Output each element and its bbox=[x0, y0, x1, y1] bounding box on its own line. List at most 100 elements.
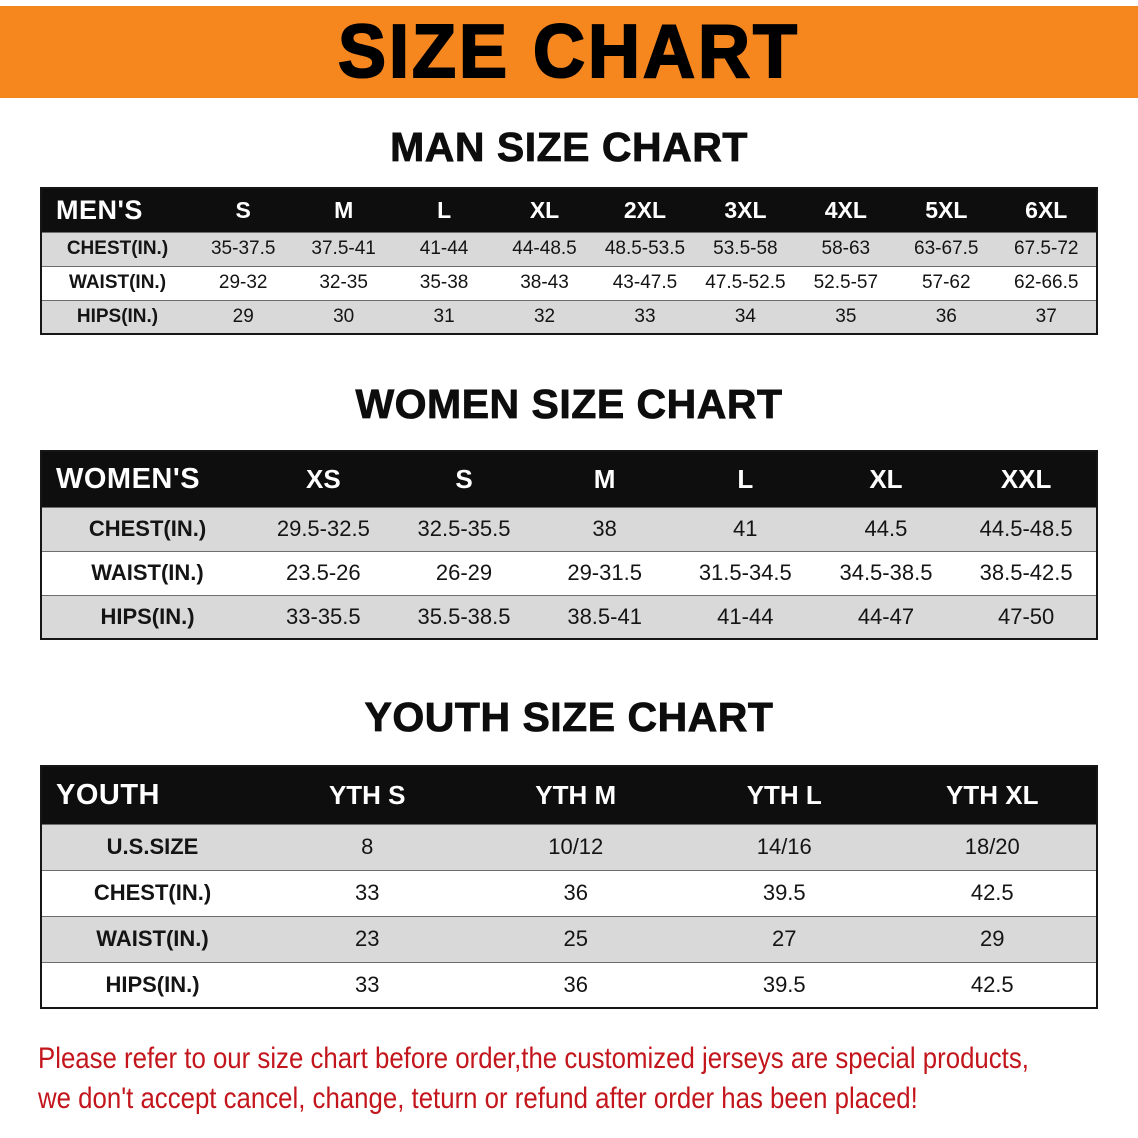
size-value-cell: 57-62 bbox=[896, 265, 997, 300]
size-header-cell: S bbox=[393, 451, 535, 507]
size-value-cell: 35 bbox=[795, 299, 897, 334]
size-header-cell: 6XL bbox=[996, 188, 1097, 232]
table-row: WAIST(IN.) 23 25 27 29 bbox=[41, 915, 1097, 962]
size-value-cell: 44-47 bbox=[815, 594, 957, 639]
size-value-cell: 38-43 bbox=[494, 265, 595, 300]
size-value-cell: 63-67.5 bbox=[896, 231, 997, 266]
size-value-cell: 39.5 bbox=[680, 869, 889, 916]
size-header-cell: XS bbox=[253, 451, 394, 507]
row-label: WAIST(IN.) bbox=[41, 265, 193, 300]
size-value-cell: 32-35 bbox=[293, 265, 394, 300]
size-value-cell: 42.5 bbox=[888, 961, 1097, 1008]
table-row: WAIST(IN.) 23.5-26 26-29 29-31.5 31.5-34.5 34… bbox=[41, 550, 1097, 595]
men-size-section: MAN SIZE CHART MEN'S S M L XL 2XL 3XL 4XL 5XL 6XL… bbox=[0, 124, 1138, 335]
size-header-cell: 2XL bbox=[594, 188, 696, 232]
table-row: HIPS(IN.) 33 36 39.5 42.5 bbox=[41, 961, 1097, 1008]
table-title-cell: MEN'S bbox=[41, 188, 193, 232]
size-value-cell: 8 bbox=[263, 823, 472, 870]
size-value-cell: 38.5-42.5 bbox=[956, 550, 1097, 595]
size-header-cell: L bbox=[393, 188, 495, 232]
size-value-cell: 47.5-52.5 bbox=[695, 265, 796, 300]
page-title: SIZE CHART bbox=[337, 10, 800, 95]
size-value-cell: 37.5-41 bbox=[293, 231, 394, 266]
size-value-cell: 38.5-41 bbox=[534, 594, 675, 639]
size-value-cell: 10/12 bbox=[471, 823, 680, 870]
size-value-cell: 62-66.5 bbox=[996, 265, 1097, 300]
size-value-cell: 43-47.5 bbox=[594, 265, 696, 300]
youth-size-section: YOUTH SIZE CHART YOUTH YTH S YTH M YTH L YTH… bbox=[0, 694, 1138, 1009]
women-size-table: WOMEN'S XS S M L XL XXL CHEST(IN.) 29.5-32.5 32.5… bbox=[40, 450, 1098, 640]
size-header-cell: YTH M bbox=[471, 766, 680, 824]
size-value-cell: 29 bbox=[888, 915, 1097, 962]
size-value-cell: 42.5 bbox=[888, 869, 1097, 916]
size-value-cell: 67.5-72 bbox=[996, 231, 1097, 266]
row-label: WAIST(IN.) bbox=[41, 915, 263, 962]
youth-size-heading: YOUTH SIZE CHART bbox=[364, 694, 774, 741]
table-header-row: YOUTH YTH S YTH M YTH L YTH XL bbox=[41, 766, 1097, 824]
size-value-cell: 18/20 bbox=[888, 823, 1097, 870]
row-label: CHEST(IN.) bbox=[41, 506, 253, 551]
size-value-cell: 48.5-53.5 bbox=[594, 231, 696, 266]
table-row: CHEST(IN.) 29.5-32.5 32.5-35.5 38 41 44.5 44.5… bbox=[41, 506, 1097, 551]
size-header-cell: 5XL bbox=[896, 188, 997, 232]
size-header-cell: XL bbox=[494, 188, 595, 232]
table-row: CHEST(IN.) 35-37.5 37.5-41 41-44 44-48.5 48.5… bbox=[41, 231, 1097, 266]
row-label: U.S.SIZE bbox=[41, 823, 263, 870]
table-header-row: WOMEN'S XS S M L XL XXL bbox=[41, 451, 1097, 507]
size-value-cell: 44.5-48.5 bbox=[956, 506, 1097, 551]
size-header-cell: M bbox=[534, 451, 675, 507]
row-label: WAIST(IN.) bbox=[41, 550, 253, 595]
disclaimer-line-1: Please refer to our size chart before or… bbox=[38, 1042, 1029, 1075]
size-header-cell: XXL bbox=[956, 451, 1097, 507]
row-label: CHEST(IN.) bbox=[41, 869, 263, 916]
size-header-cell: S bbox=[193, 188, 294, 232]
size-chart-banner: SIZE CHART bbox=[0, 6, 1138, 98]
size-header-cell: L bbox=[674, 451, 816, 507]
size-value-cell: 37 bbox=[996, 299, 1097, 334]
table-row: HIPS(IN.) 33-35.5 35.5-38.5 38.5-41 41-44 44-… bbox=[41, 594, 1097, 639]
women-size-section: WOMEN SIZE CHART WOMEN'S XS S M L XL XXL CHEST(… bbox=[0, 381, 1138, 640]
row-label: CHEST(IN.) bbox=[41, 231, 193, 266]
size-value-cell: 44-48.5 bbox=[494, 231, 595, 266]
size-header-cell: 3XL bbox=[695, 188, 796, 232]
size-value-cell: 35-38 bbox=[393, 265, 495, 300]
size-value-cell: 47-50 bbox=[956, 594, 1097, 639]
size-value-cell: 38 bbox=[534, 506, 675, 551]
disclaimer-note: Please refer to our size chart before or… bbox=[38, 1039, 1138, 1118]
size-value-cell: 23 bbox=[263, 915, 472, 962]
size-header-cell: YTH S bbox=[263, 766, 472, 824]
men-size-heading: MAN SIZE CHART bbox=[390, 124, 748, 171]
size-value-cell: 33-35.5 bbox=[253, 594, 394, 639]
size-value-cell: 33 bbox=[263, 961, 472, 1008]
size-value-cell: 36 bbox=[471, 961, 680, 1008]
size-value-cell: 41-44 bbox=[674, 594, 816, 639]
size-value-cell: 53.5-58 bbox=[695, 231, 796, 266]
size-value-cell: 31.5-34.5 bbox=[674, 550, 816, 595]
table-row: CHEST(IN.) 33 36 39.5 42.5 bbox=[41, 869, 1097, 916]
youth-size-table: YOUTH YTH S YTH M YTH L YTH XL U.S.SIZE 8 10/12… bbox=[40, 765, 1098, 1009]
size-value-cell: 26-29 bbox=[393, 550, 535, 595]
table-row: WAIST(IN.) 29-32 32-35 35-38 38-43 43-47.5 47.… bbox=[41, 265, 1097, 300]
disclaimer-line-2: we don't accept cancel, change, teturn o… bbox=[38, 1081, 918, 1115]
size-value-cell: 33 bbox=[594, 299, 696, 334]
size-value-cell: 30 bbox=[293, 299, 394, 334]
size-value-cell: 29-32 bbox=[193, 265, 294, 300]
size-value-cell: 14/16 bbox=[680, 823, 889, 870]
row-label: HIPS(IN.) bbox=[41, 299, 193, 334]
row-label: HIPS(IN.) bbox=[41, 961, 263, 1008]
size-value-cell: 34 bbox=[695, 299, 796, 334]
size-header-cell: YTH L bbox=[680, 766, 889, 824]
size-value-cell: 27 bbox=[680, 915, 889, 962]
size-value-cell: 36 bbox=[896, 299, 997, 334]
size-value-cell: 31 bbox=[393, 299, 495, 334]
size-header-cell: XL bbox=[815, 451, 957, 507]
size-value-cell: 52.5-57 bbox=[795, 265, 897, 300]
row-label: HIPS(IN.) bbox=[41, 594, 253, 639]
size-header-cell: YTH XL bbox=[888, 766, 1097, 824]
size-header-cell: M bbox=[293, 188, 394, 232]
size-value-cell: 35.5-38.5 bbox=[393, 594, 535, 639]
table-title-cell: YOUTH bbox=[41, 766, 263, 824]
size-value-cell: 29-31.5 bbox=[534, 550, 675, 595]
table-row: HIPS(IN.) 29 30 31 32 33 34 35 36 37 bbox=[41, 299, 1097, 334]
size-value-cell: 35-37.5 bbox=[193, 231, 294, 266]
